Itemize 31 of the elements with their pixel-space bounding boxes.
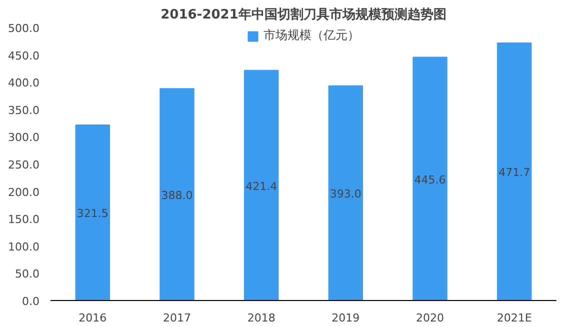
y-tick-label: 200.0 <box>8 186 40 199</box>
bar <box>496 42 532 300</box>
y-tick-label: 450.0 <box>8 49 40 62</box>
data-label: 388.0 <box>161 189 193 202</box>
data-label: 421.4 <box>246 180 278 193</box>
bar <box>244 70 279 300</box>
legend-label: 市场规模（亿元） <box>264 27 360 44</box>
chart-title: 2016-2021年中国切割刀具市场规模预测趋势图 <box>160 6 446 22</box>
x-tick-label: 2017 <box>163 312 192 324</box>
x-tick-label: 2016 <box>78 312 107 324</box>
y-tick-label: 250.0 <box>8 158 40 172</box>
data-label: 321.5 <box>76 207 108 220</box>
x-tick-label: 2020 <box>416 312 444 324</box>
x-tick-label: 2019 <box>332 312 360 324</box>
y-tick-label: 400.0 <box>8 76 40 90</box>
y-tick-label: 350.0 <box>8 104 40 117</box>
data-label: 393.0 <box>330 188 362 201</box>
x-tick-label: 2018 <box>247 312 276 324</box>
y-tick-label: 100.0 <box>8 240 40 254</box>
data-label: 471.7 <box>498 166 530 180</box>
y-tick-label: 300.0 <box>8 131 40 144</box>
y-tick-label: 500.0 <box>8 22 40 35</box>
y-tick-label: 0.0 <box>22 295 40 308</box>
bar <box>412 56 448 300</box>
bar <box>328 85 364 300</box>
data-label: 445.6 <box>414 173 446 186</box>
bar <box>160 88 194 300</box>
bar <box>75 124 110 300</box>
x-tick-label: 2021E <box>496 312 532 324</box>
y-tick-label: 50.0 <box>15 268 40 281</box>
y-tick-label: 150.0 <box>8 213 40 226</box>
